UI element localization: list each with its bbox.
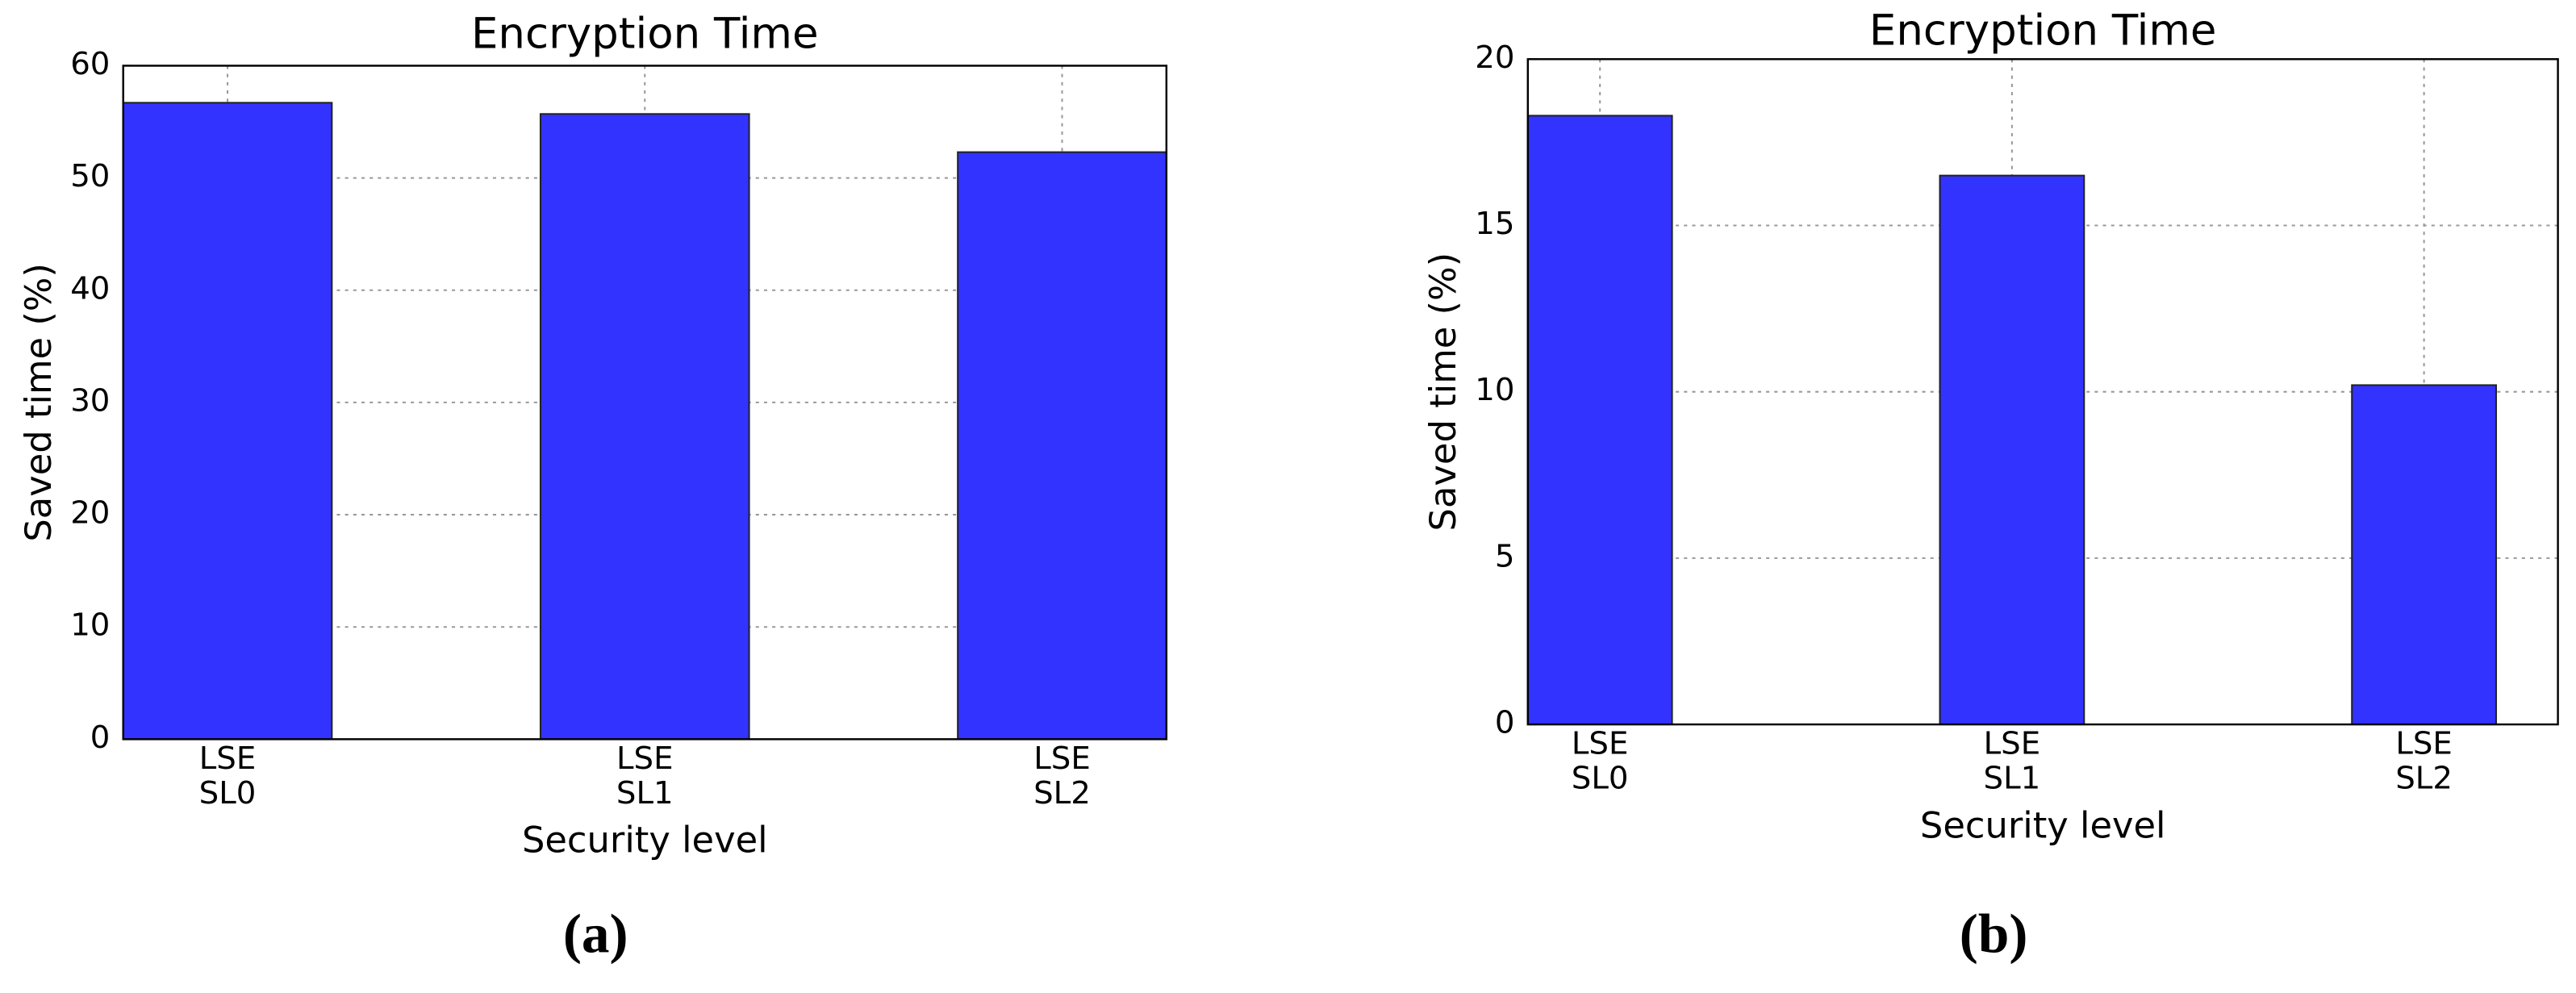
y-tick-label: 60 bbox=[70, 46, 110, 82]
chart-title: Encryption Time bbox=[1869, 6, 2217, 55]
y-tick-label: 5 bbox=[1495, 538, 1515, 574]
x-tick-label-box: LSE SL1 bbox=[616, 742, 674, 812]
y-tick-label: 50 bbox=[70, 158, 110, 194]
x-tick-label: LSE SL0 bbox=[1571, 728, 1629, 797]
caption: (a) bbox=[563, 903, 628, 965]
y-tick-label: 40 bbox=[70, 270, 110, 307]
y-tick-label: 30 bbox=[70, 382, 110, 419]
y-axis-label: Saved time (%) bbox=[17, 263, 60, 541]
x-axis-label: Security level bbox=[522, 819, 768, 862]
x-tick-label: LSE SL2 bbox=[1033, 742, 1091, 812]
x-tick-label-box: LSE SL1 bbox=[1983, 728, 2041, 797]
y-tick-label: 15 bbox=[1475, 206, 1514, 242]
x-tick-label: LSE SL1 bbox=[616, 742, 674, 812]
bar bbox=[2351, 384, 2498, 726]
bar bbox=[539, 113, 750, 741]
chart-title: Encryption Time bbox=[471, 9, 819, 58]
plot-frame bbox=[1526, 58, 2559, 726]
bar bbox=[957, 151, 1167, 741]
x-axis-label: Security level bbox=[1920, 803, 2166, 846]
y-tick-label: 10 bbox=[1475, 372, 1514, 408]
caption: (b) bbox=[1960, 903, 2028, 965]
x-tick-label-box: LSE SL0 bbox=[1571, 728, 1629, 797]
bar bbox=[1526, 115, 1673, 726]
y-tick-label: 0 bbox=[90, 720, 111, 756]
x-tick-label: LSE SL2 bbox=[2395, 728, 2453, 797]
y-axis-label: Saved time (%) bbox=[1422, 252, 1464, 531]
y-tick-label: 0 bbox=[1495, 705, 1515, 741]
plot-frame bbox=[122, 65, 1168, 741]
y-tick-label: 20 bbox=[1475, 40, 1514, 76]
x-tick-label: LSE SL0 bbox=[198, 742, 257, 812]
bar bbox=[122, 102, 333, 741]
y-tick-label: 20 bbox=[70, 495, 110, 532]
bar bbox=[1939, 174, 2085, 726]
y-tick-label: 10 bbox=[70, 607, 110, 644]
x-tick-label-box: LSE SL2 bbox=[2395, 728, 2453, 797]
x-tick-label-box: LSE SL2 bbox=[1033, 742, 1091, 812]
x-tick-label-box: LSE SL0 bbox=[198, 742, 257, 812]
x-tick-label: LSE SL1 bbox=[1983, 728, 2041, 797]
